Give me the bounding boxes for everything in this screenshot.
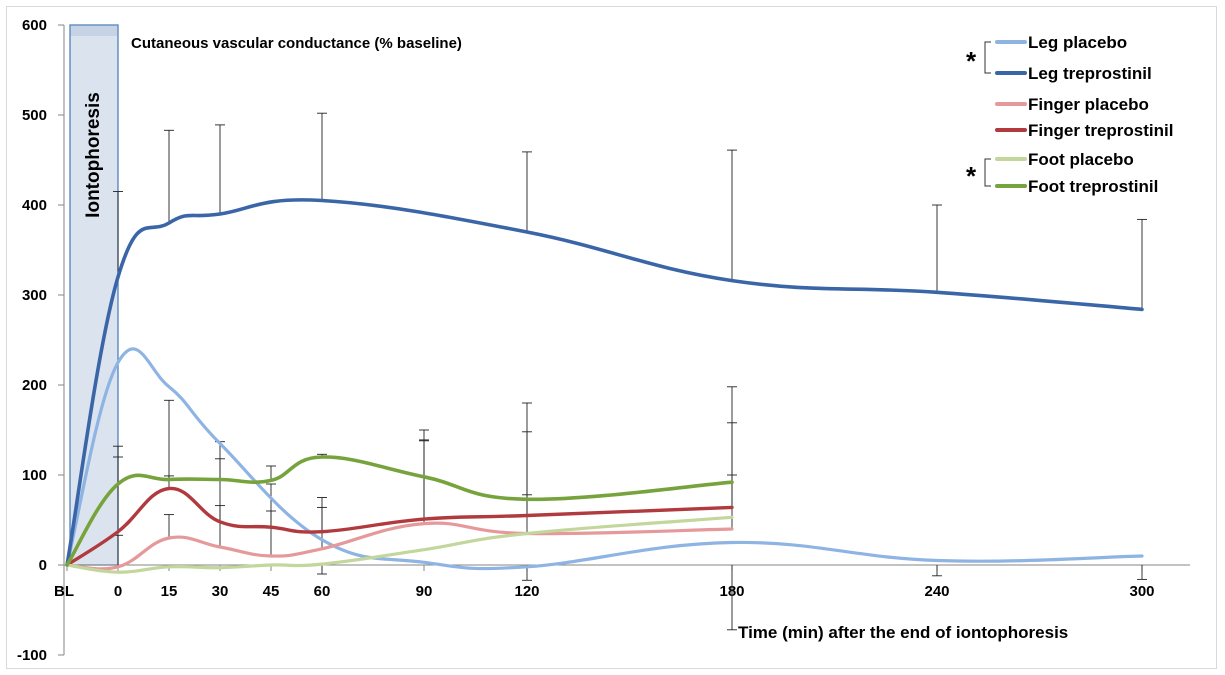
series-line-leg-treprostinil <box>65 198 1144 567</box>
y-tick-label: 300 <box>22 287 47 304</box>
x-tick-label: 120 <box>514 583 539 600</box>
y-tick-label: 200 <box>22 377 47 394</box>
x-tick-label: 30 <box>212 583 229 600</box>
legend-label-leg-treprostinil: Leg treprostinil <box>1028 64 1152 83</box>
iontophoresis-label: Iontophoresis <box>83 92 104 218</box>
legend-label-foot-placebo: Foot placebo <box>1028 150 1134 169</box>
y-tick-label: 400 <box>22 197 47 214</box>
series-line-foot-placebo <box>65 515 734 574</box>
significance-asterisk: * <box>966 46 977 76</box>
significance-asterisk: * <box>966 161 977 191</box>
series-line-foot-treprostinil <box>65 455 734 567</box>
x-tick-label: 15 <box>161 583 178 600</box>
y-tick-label: 100 <box>22 467 47 484</box>
x-tick-label: 45 <box>263 583 280 600</box>
legend-label-finger-placebo: Finger placebo <box>1028 95 1149 114</box>
x-tick-label: BL <box>54 583 74 600</box>
x-tick-label: 60 <box>314 583 331 600</box>
legend-label-foot-treprostinil: Foot treprostinil <box>1028 177 1158 196</box>
legend-label-finger-treprostinil: Finger treprostinil <box>1028 121 1173 140</box>
x-tick-label: 300 <box>1129 583 1154 600</box>
significance-bracket <box>984 41 991 74</box>
series-line-finger-placebo <box>65 521 734 571</box>
x-tick-label: 0 <box>114 583 122 600</box>
chart-frame <box>6 6 1217 669</box>
y-tick-label: -100 <box>17 647 47 664</box>
y-tick-label: 600 <box>22 17 47 34</box>
y-tick-label: 0 <box>39 557 47 574</box>
x-tick-label: 90 <box>416 583 433 600</box>
iontophoresis-region-top <box>71 26 117 36</box>
y-tick-label: 500 <box>22 107 47 124</box>
series-line-leg-placebo <box>65 347 1144 571</box>
series-line-finger-treprostinil <box>65 486 734 567</box>
significance-bracket <box>984 158 991 187</box>
x-tick-label: 240 <box>924 583 949 600</box>
chart-title: Cutaneous vascular conductance (% baseli… <box>131 35 462 52</box>
x-axis-label: Time (min) after the end of iontophoresi… <box>738 623 1068 642</box>
legend-label-leg-placebo: Leg placebo <box>1028 33 1127 52</box>
